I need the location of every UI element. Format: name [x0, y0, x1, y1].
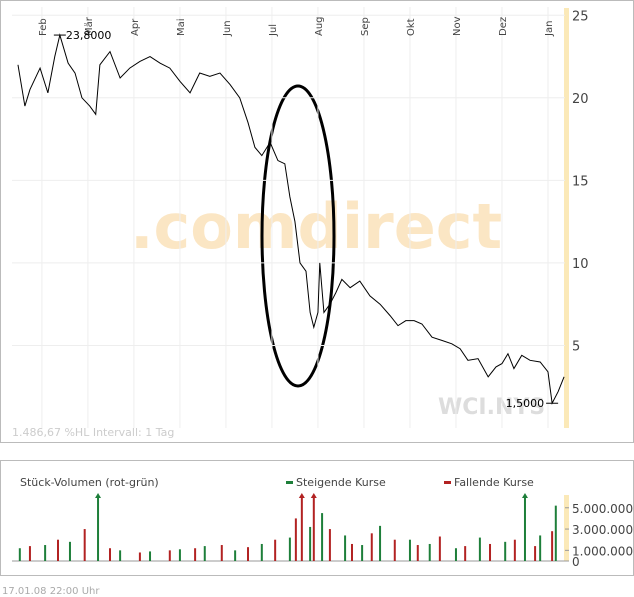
- y-tick-label: 5: [572, 339, 580, 354]
- volume-bar: [478, 537, 481, 561]
- y-tick-label: 25: [572, 9, 589, 24]
- x-tick-label: Mai: [176, 18, 187, 36]
- price-line: [17, 33, 565, 405]
- volume-bar: [178, 549, 181, 561]
- price-frame: [0, 0, 634, 443]
- volume-bar: [168, 550, 171, 561]
- volume-bar: [312, 495, 315, 561]
- volume-bar: [119, 550, 122, 561]
- overflow-arrow-head: [95, 493, 102, 498]
- legend-swatch: [286, 481, 293, 484]
- volume-bar: [504, 541, 507, 561]
- volume-bar: [44, 545, 47, 561]
- volume-bar: [220, 545, 223, 561]
- x-tick-label: Apr: [130, 18, 141, 36]
- volume-frame: [0, 460, 634, 576]
- volume-title: Stück-Volumen (rot-grün): [20, 476, 159, 489]
- x-tick-label: Mär: [84, 16, 95, 36]
- y-tick-label: 10: [572, 257, 589, 272]
- volume-bar: [309, 526, 312, 561]
- overflow-arrow-head: [521, 493, 528, 498]
- overflow-arrow-head: [298, 493, 305, 498]
- highlight-ellipse: [260, 84, 336, 388]
- legend-label: Fallende Kurse: [454, 476, 534, 489]
- legend-label: Steigende Kurse: [296, 476, 386, 489]
- volume-bar: [408, 539, 411, 561]
- volume-bar: [523, 495, 526, 561]
- volume-bar: [554, 505, 557, 561]
- x-tick-label: Jan: [544, 21, 555, 37]
- volume-bar: [194, 548, 197, 561]
- x-tick-label: Nov: [452, 16, 463, 36]
- bars: [18, 495, 557, 561]
- x-tick-label: Okt: [406, 18, 417, 36]
- volume-bar: [18, 548, 21, 561]
- volume-bar: [393, 539, 396, 561]
- y-tick-label: 15: [572, 174, 589, 189]
- volume-bar: [274, 539, 277, 561]
- volume-bar: [428, 543, 431, 561]
- x-tick-label: Dez: [498, 17, 509, 36]
- volume-bar: [28, 546, 31, 561]
- x-tick-label: Feb: [38, 18, 49, 36]
- volume-bar: [83, 529, 86, 561]
- volume-bar: [438, 536, 441, 561]
- volume-bar: [370, 533, 373, 561]
- volume-bar: [551, 531, 554, 561]
- info: 1.486,67 %HL Intervall: 1 Tag: [12, 426, 174, 439]
- legend-swatch: [444, 481, 451, 484]
- x-tick-label: Sep: [360, 17, 371, 36]
- annotation: 1,5000: [506, 397, 545, 410]
- volume-bar: [328, 529, 331, 561]
- volume-bar: [68, 541, 71, 561]
- volume-bar: [300, 495, 303, 561]
- y-tick-label: 1.000.000: [572, 544, 633, 558]
- volume-bar: [203, 546, 206, 561]
- volume-bar: [247, 547, 250, 561]
- y-tick-label: 20: [572, 92, 589, 107]
- footer: 17.01.08 22:00 Uhr: [2, 586, 100, 597]
- volume-bar: [361, 545, 364, 561]
- volume-bar: [149, 551, 152, 561]
- y-tick-label: 3.000.000: [572, 523, 633, 537]
- volume-bar: [260, 543, 263, 561]
- x-tick-label: Jun: [222, 20, 233, 37]
- volume-bar: [350, 543, 353, 561]
- x-tick-label: Jul: [268, 24, 279, 37]
- x-tick-label: Aug: [314, 16, 325, 36]
- volume-bar: [138, 552, 141, 561]
- volume-bar: [513, 539, 516, 561]
- volume-bar: [294, 518, 297, 561]
- volume-bar: [416, 545, 419, 561]
- watermark: .comdirect: [130, 190, 502, 263]
- volume-bar: [108, 548, 111, 561]
- y-tick-label: 0: [572, 555, 580, 569]
- volume-bar: [454, 548, 457, 561]
- overflow-arrow-head: [310, 493, 317, 498]
- volume-bar: [534, 546, 537, 561]
- annotation: 23,8000: [66, 29, 112, 42]
- volume-bar: [539, 535, 542, 561]
- volume-bar: [379, 525, 382, 561]
- volume-bar: [464, 546, 467, 561]
- y-tick-label: 5.000.000: [572, 502, 633, 516]
- current-marker: [564, 8, 569, 428]
- current-marker: [564, 495, 569, 561]
- volume-bar: [57, 539, 60, 561]
- volume-bar: [344, 535, 347, 561]
- volume-bar: [489, 543, 492, 561]
- volume-bar: [321, 513, 324, 561]
- volume-bar: [97, 495, 100, 561]
- volume-bar: [288, 537, 291, 561]
- volume-bar: [234, 550, 237, 561]
